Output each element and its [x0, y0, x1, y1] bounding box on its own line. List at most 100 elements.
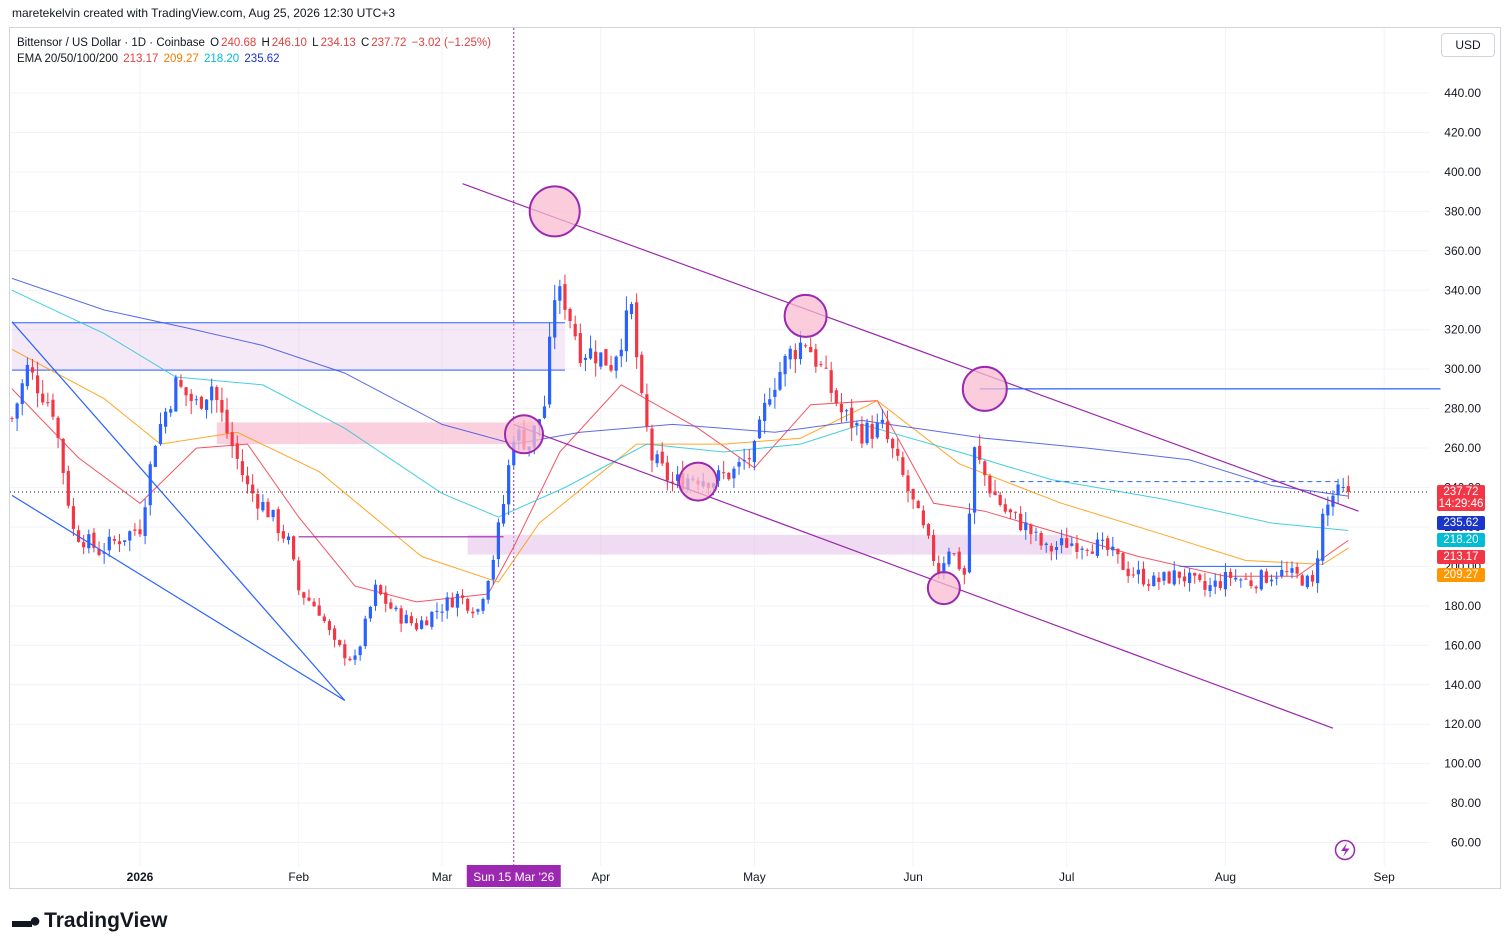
candle: [204, 399, 209, 419]
candle: [1024, 511, 1028, 540]
candle-body: [809, 346, 813, 353]
candle: [655, 450, 659, 468]
lightning-icon[interactable]: [1334, 839, 1356, 861]
candle: [338, 639, 342, 647]
candle-body: [133, 529, 137, 531]
candle: [240, 449, 244, 482]
candle-body: [921, 510, 925, 526]
candle: [1172, 561, 1176, 586]
candle-body: [189, 393, 193, 401]
candle: [1126, 561, 1130, 583]
candle-body: [215, 386, 219, 401]
candle-body: [107, 536, 111, 551]
candle: [814, 343, 818, 373]
candle-body: [916, 501, 920, 509]
candle-body: [210, 386, 214, 401]
candle-body: [619, 349, 623, 357]
candle-body: [763, 402, 767, 421]
candle-body: [1193, 572, 1197, 576]
candle-body: [358, 646, 362, 656]
candle-body: [158, 423, 163, 444]
candle: [61, 437, 65, 485]
candle: [1147, 578, 1151, 592]
candle: [573, 315, 577, 341]
candle: [1167, 570, 1171, 584]
candle-body: [1013, 511, 1018, 513]
candle-body: [1203, 581, 1207, 590]
candle: [901, 451, 905, 478]
candle: [1152, 572, 1156, 587]
candle-body: [880, 419, 884, 423]
candle-body: [199, 396, 204, 409]
candle: [1285, 561, 1289, 577]
candle-body: [742, 460, 746, 462]
candle-body: [66, 471, 70, 506]
candle: [732, 466, 736, 489]
candle: [722, 461, 726, 480]
candle: [1300, 573, 1304, 587]
candle: [445, 592, 449, 619]
highlight-circle: [961, 365, 1008, 412]
candle-body: [1285, 571, 1289, 573]
legend-high: 246.10: [271, 37, 307, 49]
candle-body: [445, 597, 449, 611]
candle: [778, 361, 782, 392]
candle-body: [10, 418, 14, 420]
candle-body: [307, 597, 311, 601]
candle-body: [747, 458, 751, 460]
candle-body: [911, 488, 915, 500]
candle-body: [379, 585, 383, 595]
candle-body: [25, 364, 29, 387]
candle: [1177, 571, 1181, 585]
candle-body: [732, 468, 736, 479]
y-tick-label: 320.00: [1444, 323, 1481, 337]
candle: [56, 415, 60, 449]
candle-body: [317, 605, 321, 616]
currency-button[interactable]: USD: [1441, 33, 1495, 57]
candle-body: [15, 403, 19, 419]
candle: [322, 613, 326, 624]
candle: [665, 455, 669, 491]
candle: [1162, 571, 1166, 586]
candle: [143, 498, 147, 545]
y-tick-label: 360.00: [1444, 244, 1481, 258]
candle-body: [87, 534, 91, 549]
candle-body: [957, 551, 961, 570]
legend-ema-label[interactable]: EMA 20/50/100/200: [17, 53, 119, 65]
candle: [1228, 568, 1233, 586]
legend-ema20: 213.17: [123, 53, 159, 65]
candle-body: [850, 407, 854, 428]
candle: [297, 556, 301, 596]
candle: [507, 459, 511, 516]
candle-body: [1085, 549, 1089, 551]
candle: [763, 393, 767, 434]
candle-body: [594, 351, 598, 364]
tradingview-logo[interactable]: ▬● TradingView: [12, 909, 167, 933]
countdown-value: 14:29:46: [1438, 498, 1484, 510]
candle: [1198, 573, 1202, 583]
candle-body: [972, 447, 977, 513]
candle: [1223, 563, 1228, 597]
candle: [317, 597, 321, 616]
candle-body: [384, 592, 388, 604]
candle-body: [660, 451, 664, 464]
candle-body: [578, 333, 582, 364]
candle: [870, 415, 874, 449]
candle-body: [496, 522, 500, 560]
candle-body: [1249, 580, 1253, 587]
candle-body: [1126, 568, 1130, 577]
candle: [271, 509, 275, 522]
legend-symbol[interactable]: Bittensor / US Dollar · 1D · Coinbase: [17, 37, 205, 49]
candle: [174, 375, 178, 412]
candle: [1254, 585, 1258, 594]
candle-body: [798, 342, 803, 360]
candle-body: [1259, 570, 1263, 590]
price-axis: 440.00 420.00 400.00 380.00 360.00 340.00 320.…: [1444, 86, 1481, 850]
candle: [773, 378, 777, 409]
candle-body: [1310, 575, 1315, 582]
candle-body: [512, 441, 516, 466]
chart-frame[interactable]: [9, 27, 1501, 889]
candle: [92, 527, 96, 553]
